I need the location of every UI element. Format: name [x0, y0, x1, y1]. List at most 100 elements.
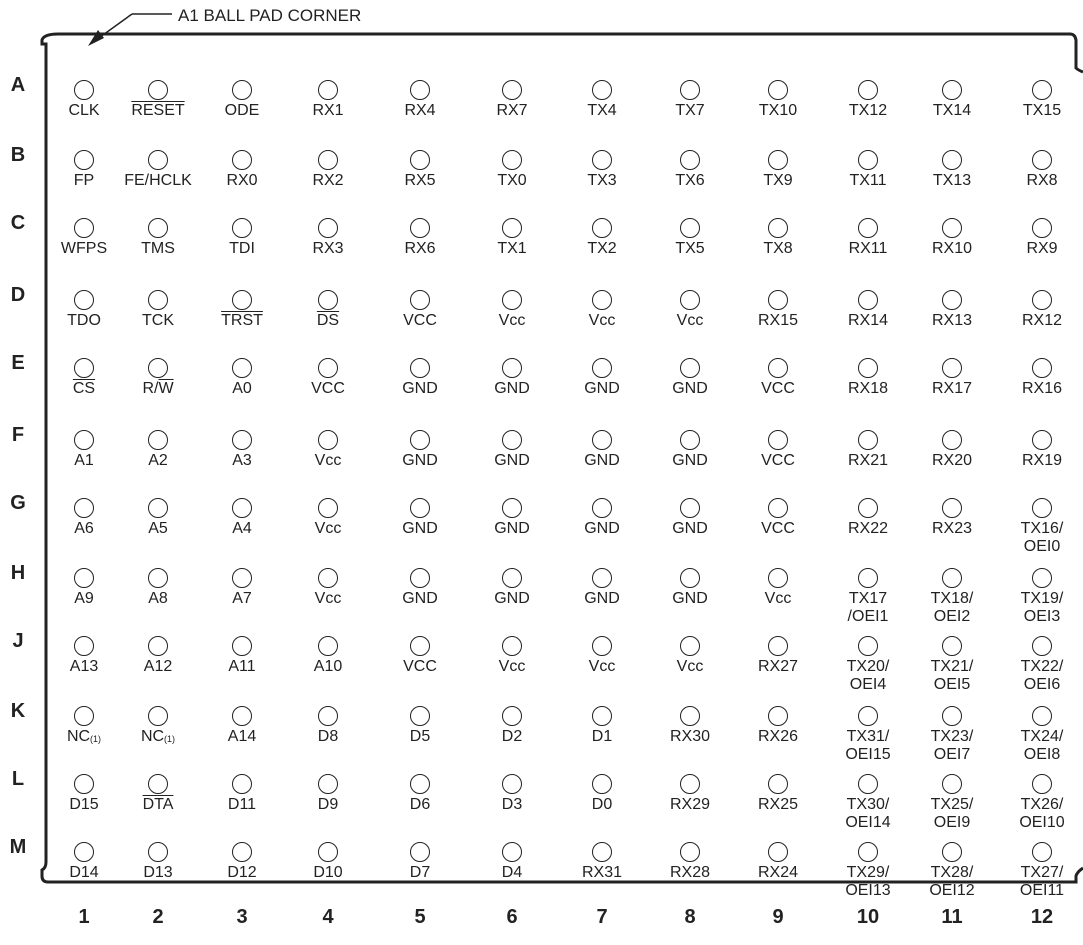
pin-label-M6: D4: [501, 864, 523, 881]
ball-pad-G9: [768, 498, 788, 518]
column-label-3: 3: [236, 906, 248, 928]
pin-label-D4: DS: [316, 312, 340, 329]
pin-label-B10: TX11: [849, 172, 887, 189]
ball-pad-E5: [410, 358, 430, 378]
pin-label-J7: Vcc: [588, 658, 616, 675]
ball-pad-K2: [148, 706, 168, 726]
pin-label-K9: RX26: [757, 728, 799, 745]
ball-pad-G10: [858, 498, 878, 518]
ball-pad-F6: [502, 430, 522, 450]
ball-pad-A7: [592, 80, 612, 100]
pin-label-F10: RX21: [847, 452, 889, 469]
pin-label-A7: TX4: [587, 102, 617, 119]
ball-pad-D3: [232, 290, 252, 310]
pin-label-E2: R/W: [142, 380, 174, 397]
pin-label-H8: GND: [672, 590, 708, 607]
ball-pad-E2: [148, 358, 168, 378]
pin-label-A4: RX1: [312, 102, 344, 119]
ball-pad-D8: [680, 290, 700, 310]
ball-pad-H12: [1032, 568, 1052, 588]
pin-label-F11: RX20: [931, 452, 973, 469]
pin-label-K6: D2: [501, 728, 523, 745]
pin-label-A9: TX10: [758, 102, 798, 119]
row-label-J: J: [12, 630, 24, 652]
ball-pad-F4: [318, 430, 338, 450]
row-label-L: L: [11, 768, 25, 790]
ball-pad-C10: [858, 218, 878, 238]
pin-label-B3: RX0: [226, 172, 258, 189]
ball-pad-B2: [148, 150, 168, 170]
column-label-6: 6: [506, 906, 518, 928]
row-label-A: A: [10, 74, 26, 96]
ball-pad-E8: [680, 358, 700, 378]
pin-label-K4: D8: [317, 728, 339, 745]
ball-pad-B10: [858, 150, 878, 170]
pin-label-M5: D7: [409, 864, 431, 881]
column-label-1: 1: [78, 906, 90, 928]
pin-label-A5: RX4: [404, 102, 436, 119]
pin-label-H1: A9: [74, 590, 94, 607]
ball-pad-J5: [410, 636, 430, 656]
pin-label-B9: TX9: [763, 172, 793, 189]
ball-pad-K10: [858, 706, 878, 726]
ball-pad-F8: [680, 430, 700, 450]
ball-pad-B6: [502, 150, 522, 170]
ball-pad-C6: [502, 218, 522, 238]
pin-label-D10: RX14: [847, 312, 889, 329]
ball-pad-H11: [942, 568, 962, 588]
pin-label-E7: GND: [584, 380, 620, 397]
pin-label-A2: RESET: [131, 102, 185, 119]
pin-label-C6: TX1: [497, 240, 527, 257]
ball-pad-K6: [502, 706, 522, 726]
pin-label-C2: TMS: [141, 240, 175, 257]
ball-pad-K3: [232, 706, 252, 726]
ball-pad-M9: [768, 842, 788, 862]
ball-pad-D7: [592, 290, 612, 310]
column-label-5: 5: [414, 906, 426, 928]
ball-pad-G5: [410, 498, 430, 518]
column-label-4: 4: [322, 906, 334, 928]
ball-pad-D6: [502, 290, 522, 310]
pin-label-L3: D11: [227, 796, 257, 813]
pin-label-G8: GND: [672, 520, 708, 537]
ball-pad-H10: [858, 568, 878, 588]
pin-label-L9: RX25: [757, 796, 799, 813]
ball-pad-B8: [680, 150, 700, 170]
ball-pad-H8: [680, 568, 700, 588]
ball-pad-A9: [768, 80, 788, 100]
pin-label-E5: GND: [402, 380, 438, 397]
pin-label-M11: TX28/OEI12: [929, 864, 975, 899]
pin-label-J5: VCC: [403, 658, 437, 675]
ball-pad-E4: [318, 358, 338, 378]
pin-label-E6: GND: [494, 380, 530, 397]
ball-pad-M6: [502, 842, 522, 862]
pin-label-A1: CLK: [68, 102, 100, 119]
ball-pad-E9: [768, 358, 788, 378]
ball-pad-E1: [74, 358, 94, 378]
pin-label-H7: GND: [584, 590, 620, 607]
pin-label-D8: Vcc: [676, 312, 704, 329]
pin-label-M8: RX28: [669, 864, 711, 881]
pin-label-L7: D0: [591, 796, 613, 813]
ball-pad-B9: [768, 150, 788, 170]
ball-pad-L4: [318, 774, 338, 794]
ball-pad-G12: [1032, 498, 1052, 518]
ball-pad-M5: [410, 842, 430, 862]
ball-pad-M7: [592, 842, 612, 862]
pin-label-D3: TRST: [221, 312, 263, 329]
ball-pad-D11: [942, 290, 962, 310]
ball-pad-E10: [858, 358, 878, 378]
pin-label-F5: GND: [402, 452, 438, 469]
ball-pad-M1: [74, 842, 94, 862]
ball-pad-B4: [318, 150, 338, 170]
pin-label-H6: GND: [494, 590, 530, 607]
pin-label-J2: A12: [143, 658, 173, 675]
pin-label-M7: RX31: [581, 864, 623, 881]
ball-pad-F10: [858, 430, 878, 450]
ball-pad-G7: [592, 498, 612, 518]
ball-pad-H4: [318, 568, 338, 588]
pin-label-B6: TX0: [497, 172, 527, 189]
pin-label-D9: RX15: [757, 312, 799, 329]
ball-pad-G3: [232, 498, 252, 518]
pin-label-G9: VCC: [761, 520, 795, 537]
